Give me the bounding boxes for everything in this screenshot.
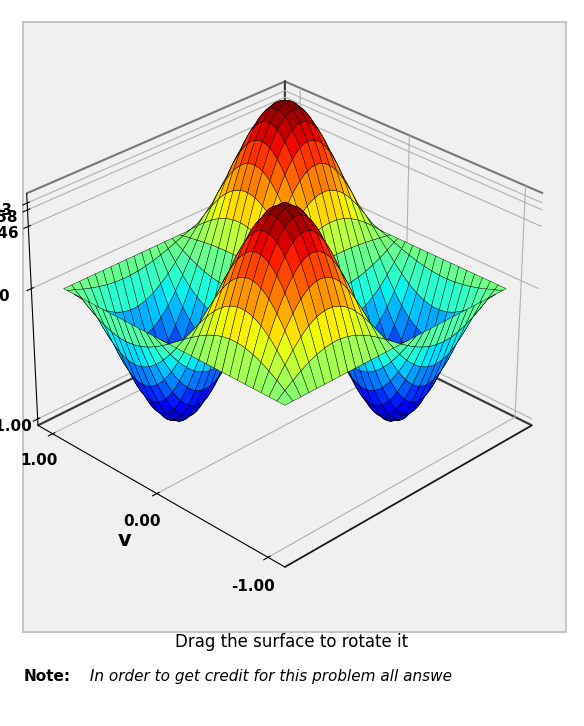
Text: In order to get credit for this problem all answe: In order to get credit for this problem …	[85, 669, 451, 685]
Text: Drag the surface to rotate it: Drag the surface to rotate it	[175, 633, 409, 651]
Text: Note:: Note:	[23, 669, 71, 685]
Y-axis label: v: v	[117, 530, 131, 550]
